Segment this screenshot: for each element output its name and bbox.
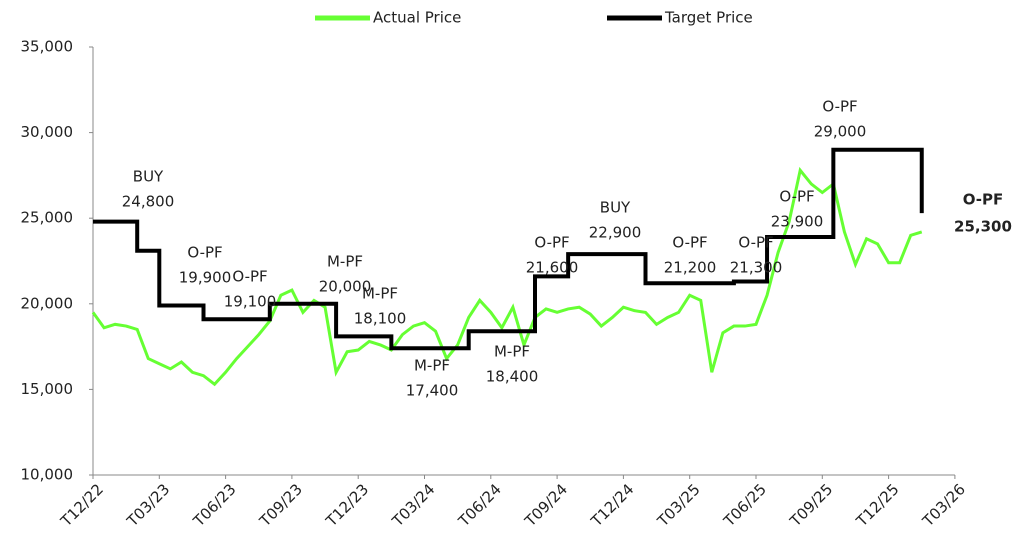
annotation-price: 25,300 <box>954 218 1012 236</box>
annotation-price: 19,100 <box>224 293 277 311</box>
y-tick-label: 25,000 <box>21 209 74 227</box>
x-tick-label: T09/25 <box>786 480 836 530</box>
annotation-rating: O-PF <box>738 234 773 252</box>
x-tick-label: T12/25 <box>852 480 902 530</box>
annotation-price: 21,300 <box>730 259 783 277</box>
annotation-rating: M-PF <box>327 253 363 271</box>
x-tick-label: T12/22 <box>57 480 107 530</box>
x-tick-label: T03/23 <box>123 480 173 530</box>
annotation-price: 29,000 <box>814 123 867 141</box>
annotation-rating: O-PF <box>187 244 222 262</box>
x-tick-label: T09/23 <box>255 480 305 530</box>
annotation-price: 22,900 <box>589 224 642 242</box>
legend-label: Actual Price <box>373 9 461 27</box>
annotation-rating: BUY <box>600 199 631 217</box>
x-tick-label: T06/24 <box>454 480 504 530</box>
annotation-rating: M-PF <box>414 357 450 375</box>
target-line <box>93 147 924 351</box>
annotation-rating: O-PF <box>779 188 814 206</box>
legend-label: Target Price <box>664 9 753 27</box>
annotation-rating: O-PF <box>232 268 267 286</box>
x-tick-label: T06/25 <box>720 480 770 530</box>
x-tick-label: T12/23 <box>322 480 372 530</box>
y-tick-label: 30,000 <box>21 123 74 141</box>
annotation-price: 17,400 <box>406 382 459 400</box>
x-tick-label: T03/24 <box>388 480 438 530</box>
x-tick-label: T09/24 <box>521 480 571 530</box>
annotation-rating: BUY <box>133 168 164 186</box>
y-tick-label: 20,000 <box>21 294 74 312</box>
annotation-price: 23,900 <box>771 213 824 231</box>
x-tick-label: T03/25 <box>653 480 703 530</box>
annotation-rating: O-PF <box>672 234 707 252</box>
x-tick-label: T12/24 <box>587 480 637 530</box>
annotation-rating: O-PF <box>822 98 857 116</box>
x-tick-label: T03/26 <box>918 480 968 530</box>
y-tick-label: 15,000 <box>21 380 74 398</box>
annotation-price: 24,800 <box>122 193 175 211</box>
annotation-price: 19,900 <box>179 269 232 287</box>
y-tick-label: 35,000 <box>21 38 74 56</box>
annotation-rating: M-PF <box>494 343 530 361</box>
annotation-price: 18,400 <box>486 368 539 386</box>
annotation-rating: O-PF <box>534 234 569 252</box>
annotation-price: 20,000 <box>319 278 372 296</box>
x-tick-label: T06/23 <box>189 480 239 530</box>
annotation-price: 21,600 <box>526 259 579 277</box>
annotation-rating: O-PF <box>963 191 1004 209</box>
annotation-rating: M-PF <box>362 285 398 303</box>
y-tick-label: 10,000 <box>21 466 74 484</box>
annotation-price: 21,200 <box>664 259 717 277</box>
annotation-price: 18,100 <box>354 310 407 328</box>
